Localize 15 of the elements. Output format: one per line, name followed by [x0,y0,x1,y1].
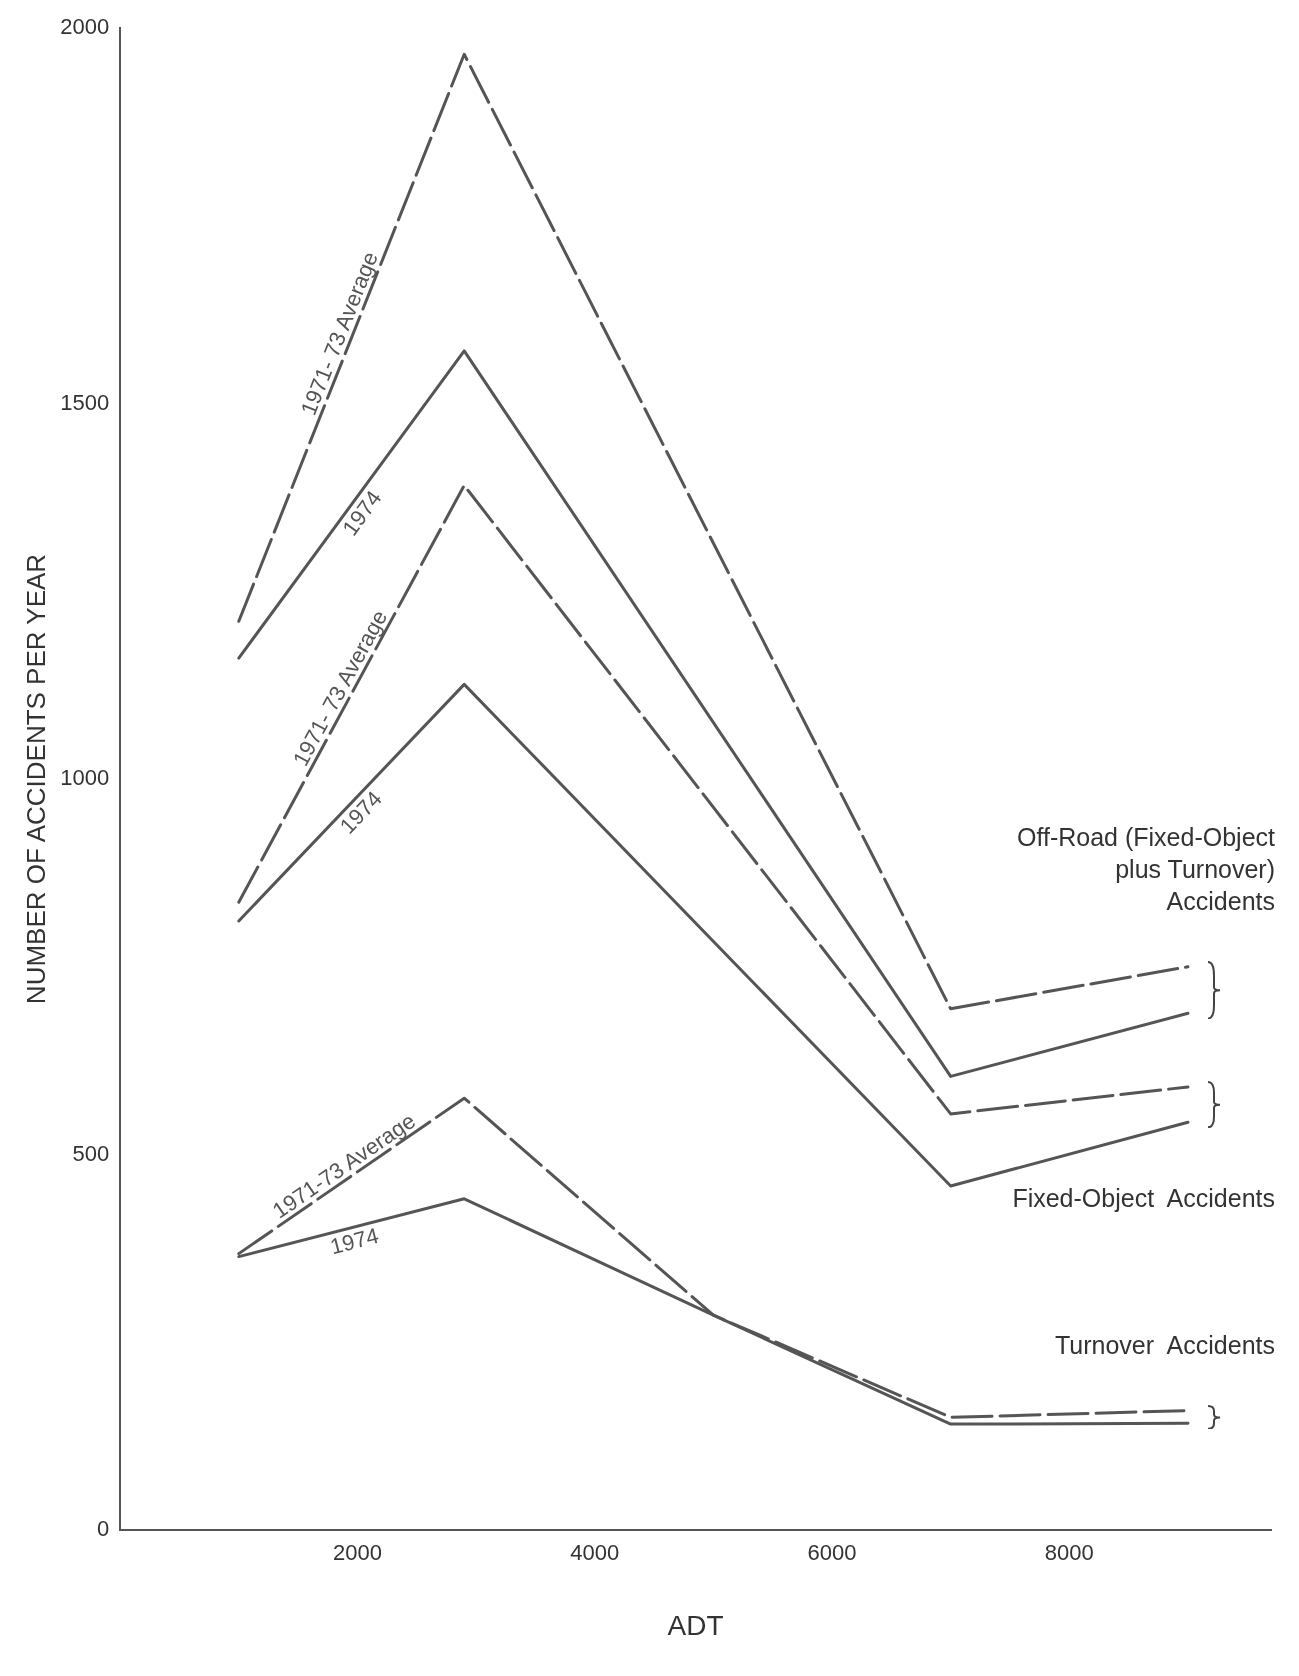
x-tick-label: 8000 [1044,1540,1094,1566]
x-tick-label: 2000 [332,1540,382,1566]
annotation: Off-Road (Fixed-Object plus Turnover) Accidents [1017,821,1275,917]
y-tick-label: 0 [96,1516,110,1542]
y-tick-label: 1500 [60,389,110,415]
annotation: Turnover Accidents [1054,1329,1275,1361]
annotation: Fixed-Object Accidents [1012,1183,1275,1215]
x-tick-label: 6000 [807,1540,857,1566]
text: 1974 [328,1222,382,1259]
y-tick-label: 1000 [60,765,110,791]
y-tick-label: 2000 [60,14,110,40]
y-axis-title: NUMBER OF ACCIDENTS PER YEAR [20,553,51,1005]
x-axis-title: ADT [667,1609,724,1641]
x-tick-label: 4000 [570,1540,620,1566]
y-tick-label: 500 [72,1140,110,1166]
